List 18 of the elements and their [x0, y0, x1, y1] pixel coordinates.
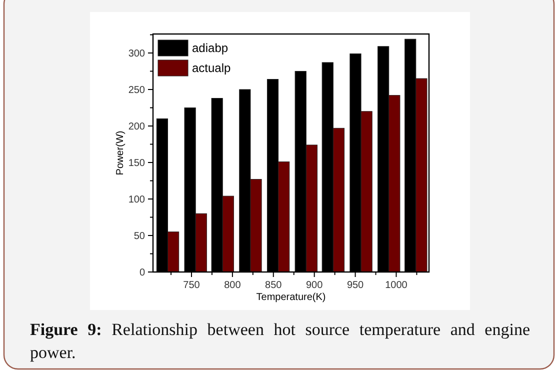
- legend-label: adiabp: [192, 41, 228, 55]
- x-axis-title: Temperature(K): [256, 292, 326, 303]
- x-tick-label: 1000: [385, 280, 408, 291]
- y-tick-label: 50: [134, 230, 146, 242]
- x-tick-label: 750: [183, 280, 200, 291]
- x-tick-label: 900: [306, 280, 324, 291]
- y-tick-label: 200: [128, 121, 146, 132]
- y-axis-title: Power(W): [115, 130, 126, 176]
- y-tick-label: 0: [139, 268, 146, 278]
- legend-label: actualp: [192, 61, 232, 75]
- y-tick-label: 150: [128, 158, 146, 169]
- y-tick-label: 100: [128, 194, 146, 206]
- y-tick-label: 250: [128, 84, 146, 96]
- x-tick-label: 800: [224, 280, 242, 291]
- text: Figure 9: Relationship between hot source temperature and engine power.: [30, 320, 530, 362]
- x-tick-label: 950: [346, 280, 364, 291]
- x-tick-label: 850: [265, 280, 282, 291]
- y-tick-label: 300: [128, 48, 146, 60]
